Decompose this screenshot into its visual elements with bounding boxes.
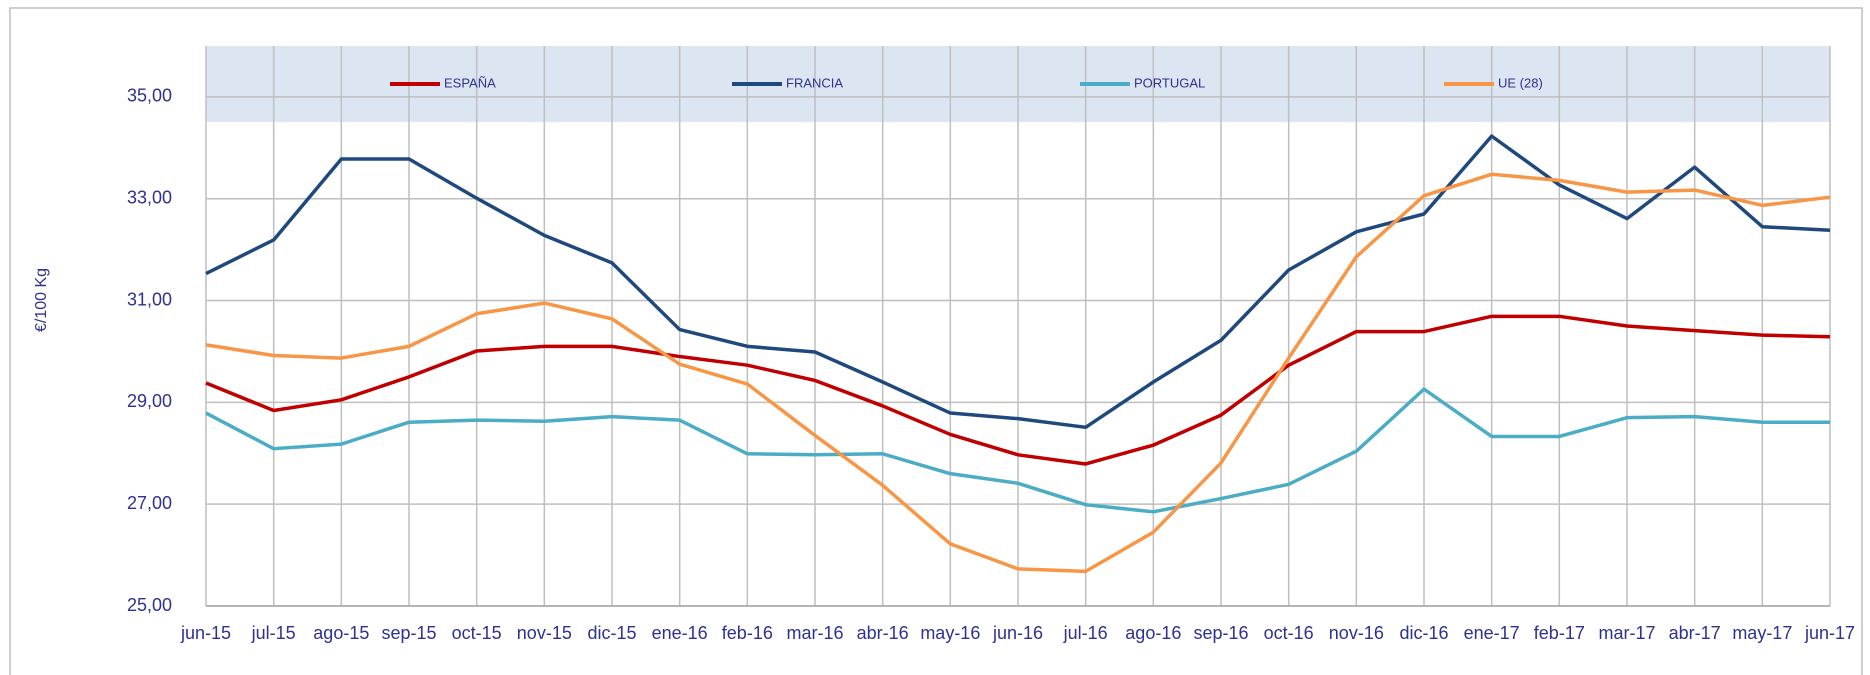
y-tick-label: 29,00 bbox=[127, 391, 172, 411]
series-line bbox=[205, 134, 1831, 430]
x-tick-label: feb-17 bbox=[1534, 623, 1585, 643]
x-tick-label: abr-17 bbox=[1669, 623, 1721, 643]
y-tick-label: 33,00 bbox=[127, 187, 172, 207]
y-tick-label: 25,00 bbox=[127, 595, 172, 615]
x-tick-label: dic-16 bbox=[1399, 623, 1448, 643]
x-tick-label: jun-16 bbox=[992, 623, 1043, 643]
y-tick-label: 35,00 bbox=[127, 86, 172, 106]
x-tick-label: ago-16 bbox=[1125, 623, 1181, 643]
series-line bbox=[205, 314, 1831, 466]
x-tick-label: jul-16 bbox=[1063, 623, 1108, 643]
x-tick-label: abr-16 bbox=[857, 623, 909, 643]
series-line bbox=[205, 172, 1831, 574]
x-tick-label: oct-16 bbox=[1264, 623, 1314, 643]
x-tick-label: ene-16 bbox=[652, 623, 708, 643]
x-tick-label: mar-17 bbox=[1598, 623, 1655, 643]
x-tick-label: ago-15 bbox=[313, 623, 369, 643]
x-tick-label: ene-17 bbox=[1464, 623, 1520, 643]
x-tick-label: nov-15 bbox=[517, 623, 572, 643]
legend-label: ESPAÑA bbox=[444, 75, 496, 90]
y-axis-label: €/100 Kg bbox=[33, 268, 50, 332]
x-tick-label: mar-16 bbox=[786, 623, 843, 643]
x-tick-label: sep-15 bbox=[381, 623, 436, 643]
x-tick-label: may-17 bbox=[1732, 623, 1792, 643]
x-tick-label: jun-17 bbox=[1804, 623, 1855, 643]
x-tick-label: jun-15 bbox=[180, 623, 231, 643]
x-tick-label: sep-16 bbox=[1193, 623, 1248, 643]
x-tick-label: jul-15 bbox=[251, 623, 296, 643]
legend-label: FRANCIA bbox=[786, 75, 843, 90]
x-tick-label: oct-15 bbox=[452, 623, 502, 643]
x-tick-label: nov-16 bbox=[1329, 623, 1384, 643]
x-tick-label: may-16 bbox=[920, 623, 980, 643]
series-line bbox=[205, 387, 1830, 514]
x-tick-label: feb-16 bbox=[722, 623, 773, 643]
chart-frame bbox=[9, 7, 1863, 675]
x-tick-label: dic-15 bbox=[587, 623, 636, 643]
y-tick-label: 31,00 bbox=[127, 289, 172, 309]
legend-label: UE (28) bbox=[1498, 75, 1543, 90]
y-tick-label: 27,00 bbox=[127, 493, 172, 513]
legend-label: PORTUGAL bbox=[1134, 75, 1205, 90]
